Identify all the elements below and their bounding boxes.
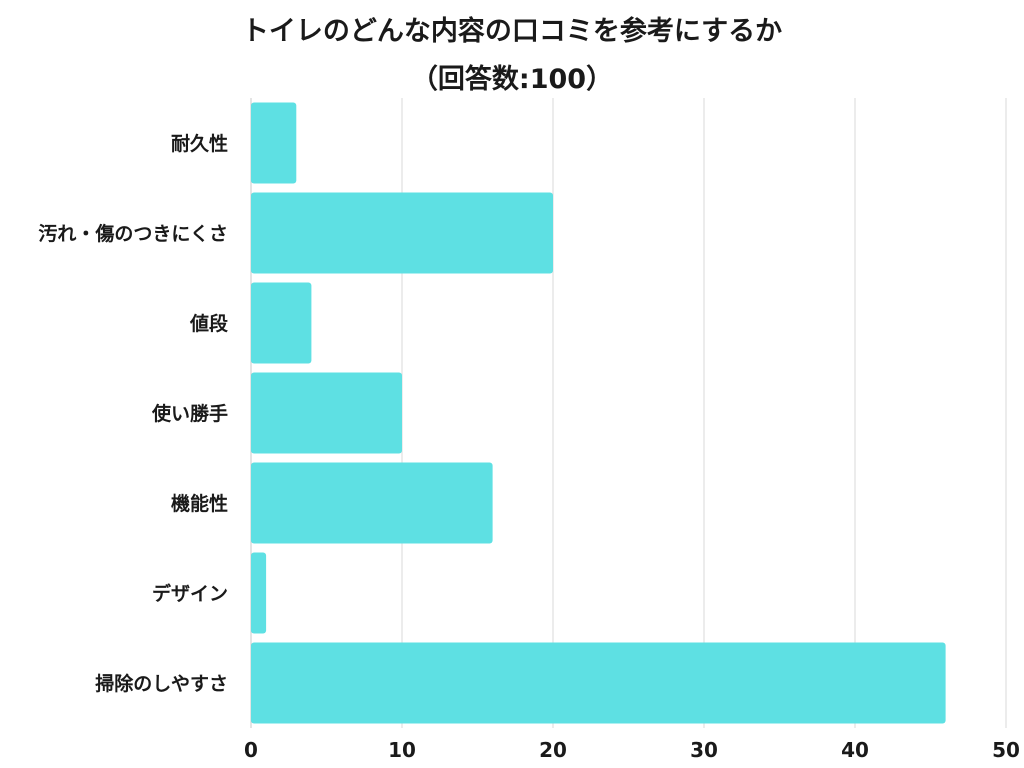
x-tick-label: 30	[690, 738, 718, 762]
category-label: 汚れ・傷のつきにくさ	[38, 222, 228, 245]
category-label: 掃除のしやすさ	[95, 672, 228, 695]
bar-layer	[251, 102, 946, 724]
x-tick-label: 20	[539, 738, 567, 762]
x-tick-label: 40	[841, 738, 869, 762]
bar	[251, 192, 553, 274]
x-tick-label: 50	[992, 738, 1020, 762]
bar	[251, 372, 402, 454]
bar	[251, 552, 267, 634]
category-label: 機能性	[171, 492, 228, 515]
x-tick-label: 0	[244, 738, 258, 762]
bar	[251, 282, 312, 364]
x-tick-label: 10	[388, 738, 416, 762]
category-label: 値段	[189, 312, 229, 335]
category-label: デザイン	[152, 582, 228, 605]
category-label: 使い勝手	[151, 402, 228, 425]
bar	[251, 102, 297, 184]
label-layer: 0 10 20 30 40 50 耐久性汚れ・傷のつきにくさ値段使い勝手機能性デザイン掃除の…	[38, 132, 1020, 762]
chart-subtitle: （回答数:100）	[411, 63, 613, 95]
bar	[251, 462, 493, 544]
bar	[251, 642, 946, 724]
category-label: 耐久性	[171, 132, 228, 155]
chart-title: トイレのどんな内容の口コミを参考にするか	[242, 15, 782, 47]
